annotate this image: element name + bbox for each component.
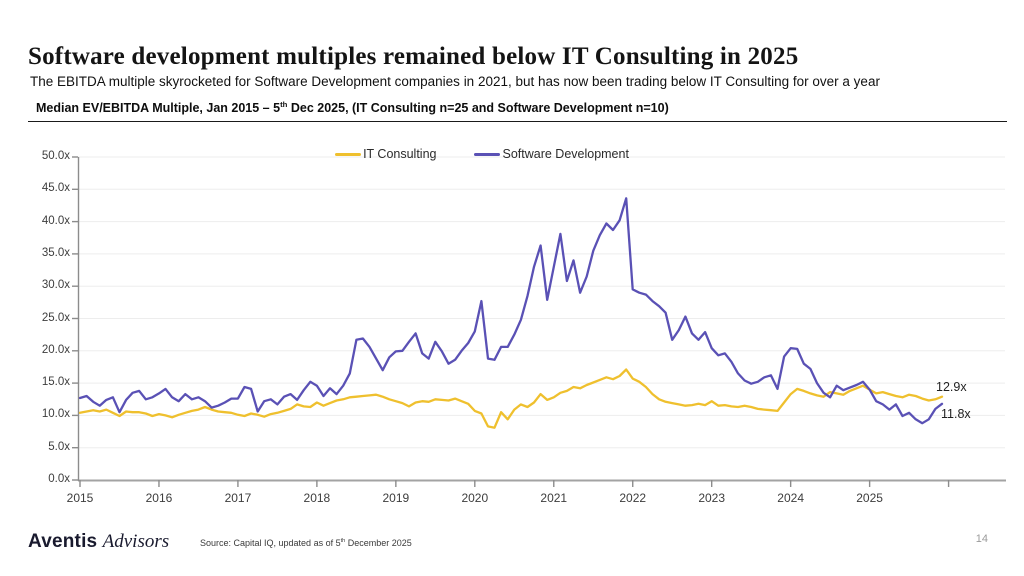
chart-note-text: Median EV/EBITDA Multiple, Jan 2015 – 5 <box>36 101 281 115</box>
y-tick-label: 10.0x <box>41 408 70 421</box>
y-tick-label: 20.0x <box>41 343 70 356</box>
y-tick-label: 35.0x <box>41 246 70 259</box>
page-title: Software development multiples remained … <box>28 42 799 70</box>
legend-label: IT Consulting <box>363 147 437 161</box>
x-tick-label: 2021 <box>540 491 568 505</box>
legend-item-software-development: Software Development <box>474 147 629 161</box>
software-development-end-value-label: 11.8x <box>941 407 971 421</box>
software-development-line-swatch <box>474 152 501 156</box>
x-tick-label: 2019 <box>382 491 410 505</box>
y-tick-label: 25.0x <box>41 311 70 324</box>
x-tick-label: 2018 <box>303 491 331 505</box>
x-tick-label: 2025 <box>856 491 883 505</box>
page-number: 14 <box>975 533 988 545</box>
y-tick-label: 30.0x <box>41 279 70 292</box>
brand-logo: Aventis Advisors <box>28 531 169 553</box>
brand-name-italic: Advisors <box>102 531 170 552</box>
x-tick-label: 2023 <box>698 491 726 505</box>
source-text-2: December 2025 <box>345 538 412 548</box>
y-tick-label: 15.0x <box>41 376 70 389</box>
legend-label: Software Development <box>502 147 629 161</box>
brand-name-regular: Aventis <box>28 531 98 552</box>
it-consulting-end-value-label: 12.9x <box>936 380 967 394</box>
chart-note-superscript: th <box>280 99 288 109</box>
y-tick-label: 40.0x <box>41 214 70 227</box>
y-tick-label: 50.0x <box>41 150 70 162</box>
x-tick-label: 2024 <box>777 491 804 505</box>
source-text: Source: Capital IQ, updated as of 5 <box>200 538 341 548</box>
legend-item-it-consulting: IT Consulting <box>335 147 436 161</box>
it-consulting-line-swatch <box>335 152 362 156</box>
x-tick-label: 2015 <box>66 491 94 505</box>
y-tick-label: 0.0x <box>48 473 70 485</box>
y-tick-label: 5.0x <box>48 440 70 453</box>
subtitle: The EBITDA multiple skyrocketed for Soft… <box>30 74 880 89</box>
header-divider-line <box>28 121 1007 122</box>
x-tick-label: 2016 <box>145 491 173 505</box>
chart-note-text-2: Dec 2025, (IT Consulting n=25 and Softwa… <box>287 101 669 115</box>
chart-legend: IT Consulting Software Development <box>0 146 964 162</box>
source-note: Source: Capital IQ, updated as of 5th De… <box>200 538 412 548</box>
chart-header-note: Median EV/EBITDA Multiple, Jan 2015 – 5t… <box>36 99 996 115</box>
y-tick-label: 45.0x <box>41 182 70 195</box>
x-tick-label: 2017 <box>224 491 252 505</box>
source-superscript: th <box>340 538 346 544</box>
x-tick-label: 2022 <box>619 491 647 505</box>
x-tick-label: 2020 <box>461 491 489 505</box>
